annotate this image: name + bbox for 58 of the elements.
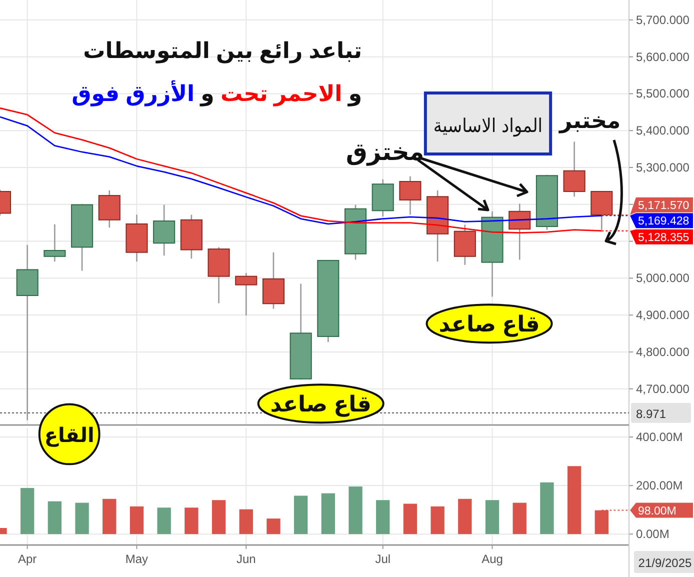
bar (430, 506, 444, 534)
candlestick (44, 224, 66, 262)
candlestick (153, 204, 176, 256)
x-tick-label: Apr (18, 552, 37, 566)
x-tick-label: Jun (236, 552, 256, 566)
bar (212, 500, 226, 534)
candlestick (399, 176, 422, 216)
y-tick-label: 400.00M (636, 430, 683, 444)
annotation: مختبر (558, 108, 621, 134)
y-tick-label: 200.00M (636, 478, 683, 493)
bar (321, 493, 336, 534)
bar (376, 500, 390, 534)
y-tick-label: 5,700.000 (636, 12, 690, 27)
bar (458, 498, 472, 534)
candlestick (235, 272, 258, 316)
data-label: 98.00M (638, 505, 676, 518)
bar (567, 466, 582, 534)
annotation: قاع صاعد (438, 312, 540, 338)
text: 21/9/2025 (638, 556, 692, 570)
bar (540, 482, 554, 534)
bar (294, 496, 308, 534)
x-tick-label: May (125, 552, 148, 566)
bar (102, 498, 116, 534)
data-label: 5,128.355 (638, 232, 690, 244)
text: 8.971 (636, 406, 666, 421)
data-label: 5,169.428 (638, 216, 690, 228)
bar (157, 508, 171, 534)
x-tick-label: Jul (375, 552, 391, 566)
text: تباعد رائع بين المتوسطات (83, 38, 362, 64)
annotation: قاع صاعد (270, 392, 372, 418)
annotation: 5,171.570 (638, 200, 690, 212)
bar (512, 502, 526, 534)
bar (348, 486, 362, 534)
y-tick-label: 5,300.000 (636, 160, 690, 174)
y-tick-label: 4,800.000 (636, 344, 690, 359)
bar (130, 506, 144, 534)
y-tick-label: 0.00M (636, 527, 670, 542)
annotation: المواد الاساسية (433, 115, 543, 137)
bar (20, 488, 34, 534)
y-tick-label: 5,400.000 (636, 124, 690, 138)
candlestick (508, 202, 531, 260)
y-tick-label: 4,700.000 (636, 382, 690, 396)
text: و الاحمر تحت و الأزرق فوق (72, 80, 362, 107)
y-tick-label: 5,600.000 (636, 50, 690, 64)
bar (485, 500, 500, 534)
y-tick-label: 5,000.000 (636, 271, 690, 286)
bar (403, 504, 418, 534)
bar (239, 509, 253, 534)
candlestick (563, 141, 586, 198)
bar (75, 502, 89, 534)
bar (184, 508, 198, 534)
bar (48, 501, 62, 534)
y-tick-label: 5,500.000 (636, 86, 690, 101)
y-tick-label: 4,900.000 (636, 308, 690, 322)
x-tick-label: Aug (482, 552, 503, 566)
annotation: القاع (44, 425, 94, 448)
bar (266, 518, 280, 534)
annotation: مختزق (346, 139, 424, 166)
